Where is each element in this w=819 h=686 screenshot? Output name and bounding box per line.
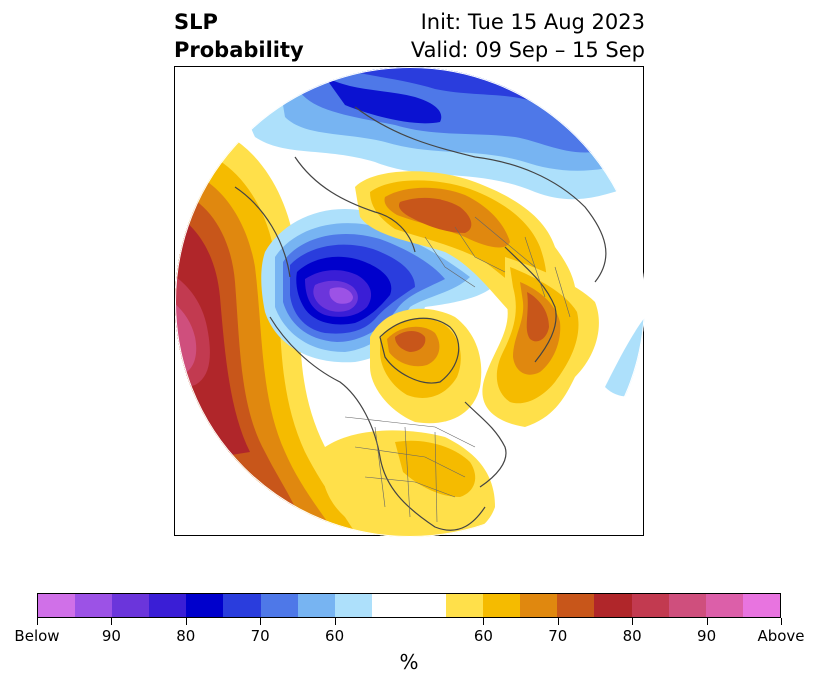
colorbar-swatch [446, 594, 484, 617]
colorbar-tick [334, 618, 336, 625]
colorbar-tick [110, 618, 112, 625]
colorbar-tick [557, 618, 559, 625]
colorbar-tick [631, 618, 633, 625]
title-left: SLP Probability [174, 8, 304, 64]
colorbar-tick-label: 90 [101, 627, 121, 645]
title-variable: SLP [174, 10, 218, 34]
colorbar-swatch [742, 594, 780, 617]
colorbar-tick-label: 60 [473, 627, 493, 645]
init-date: Init: Tue 15 Aug 2023 [420, 10, 645, 34]
colorbar-swatch [334, 594, 372, 617]
colorbar-tick [185, 618, 187, 625]
colorbar-unit: % [399, 650, 419, 674]
colorbar-tick-label: 80 [176, 627, 196, 645]
colorbar-swatch [260, 594, 298, 617]
colorbar-swatch [112, 594, 150, 617]
positive-anomaly-greenland [370, 308, 482, 424]
colorbar-tick-label: 80 [622, 627, 642, 645]
colorbar-swatch [594, 594, 632, 617]
map-panel [174, 66, 645, 537]
positive-anomaly-north-atlantic [482, 257, 599, 427]
colorbar-tick [706, 618, 708, 625]
valid-range: Valid: 09 Sep – 15 Sep [410, 38, 645, 62]
colorbar-swatch [483, 594, 521, 617]
colorbar-tick [780, 618, 782, 625]
colorbar-swatch [38, 594, 76, 617]
colorbar-tick-label: 70 [548, 627, 568, 645]
anomaly-fields [175, 67, 645, 537]
colorbar-swatch [520, 594, 558, 617]
colorbar-swatch [75, 594, 113, 617]
title-product: Probability [174, 38, 304, 62]
positive-anomaly-eastern-us [325, 430, 495, 537]
colorbar-swatch [149, 594, 187, 617]
polar-map [175, 67, 645, 537]
colorbar-tick-label: Above [757, 627, 805, 645]
country-borders [344, 216, 571, 523]
colorbar-tick-label: 90 [697, 627, 717, 645]
colorbar-tick-label: Below [14, 627, 60, 645]
colorbar-tick [36, 618, 38, 625]
colorbar-swatch [668, 594, 706, 617]
colorbar-tick [259, 618, 261, 625]
colorbar-tick [482, 618, 484, 625]
colorbar-swatch [631, 594, 669, 617]
colorbar-swatch [705, 594, 743, 617]
colorbar-swatch [408, 594, 447, 617]
coastlines [234, 106, 607, 531]
title-right: Init: Tue 15 Aug 2023 Valid: 09 Sep – 15… [411, 8, 645, 64]
colorbar [37, 593, 781, 618]
globe-edge [175, 67, 645, 537]
colorbar-swatch [297, 594, 335, 617]
colorbar-swatch [186, 594, 224, 617]
colorbar-swatch [223, 594, 261, 617]
colorbar-tick-label: 70 [250, 627, 270, 645]
colorbar-tick-label: 60 [325, 627, 345, 645]
colorbar-swatch [371, 594, 409, 617]
colorbar-swatch [557, 594, 595, 617]
